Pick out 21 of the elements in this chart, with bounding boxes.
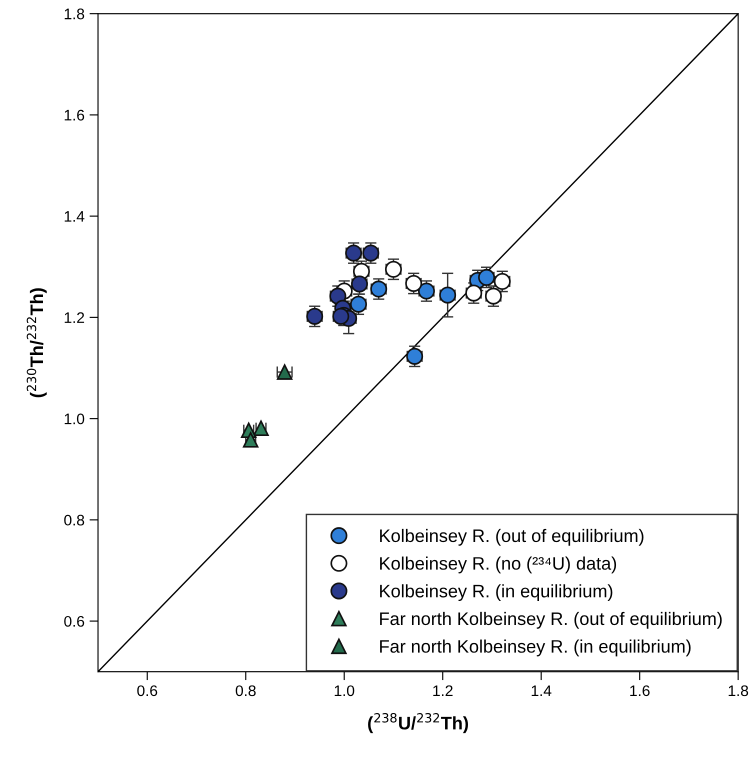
x-axis-title: ($^{238}$U/$^{232}$Th) (368, 713, 468, 734)
y-tick-label: 1.8 (64, 8, 84, 20)
legend-label: Kolbeinsey R. (in equilibrium) (380, 584, 612, 602)
legend-label: Far north Kolbeinsey R. (in equilibrium) (380, 640, 691, 656)
y-tick-label: 1.2 (64, 312, 84, 323)
y-tick-label: 1.6 (64, 110, 84, 121)
legend-label: Kolbeinsey R. (no (²³⁴U) data) (380, 556, 616, 574)
x-tick-label: 0.6 (137, 685, 158, 696)
y-tick-label: 0.8 (64, 514, 84, 526)
x-tick-label: 1.0 (334, 685, 354, 696)
x-tick-label: 1.6 (630, 685, 650, 696)
x-tick-label: 1.8 (728, 685, 748, 696)
x-tick-label: 0.8 (236, 685, 256, 696)
legend-label: Far north Kolbeinsey R. (out of equilibrium) (380, 612, 722, 629)
y-tick-label: 0.6 (64, 616, 84, 627)
y-axis-title: ($^{230}$Th/$^{232}$Th) (26, 288, 47, 398)
y-tick-label: 1.0 (64, 413, 84, 424)
y-tick-label: 1.4 (64, 211, 84, 222)
x-tick-label: 1.4 (532, 685, 552, 696)
legend-label: Kolbeinsey R. (out of equilibrium) (380, 528, 644, 546)
x-tick-label: 1.2 (433, 685, 453, 696)
